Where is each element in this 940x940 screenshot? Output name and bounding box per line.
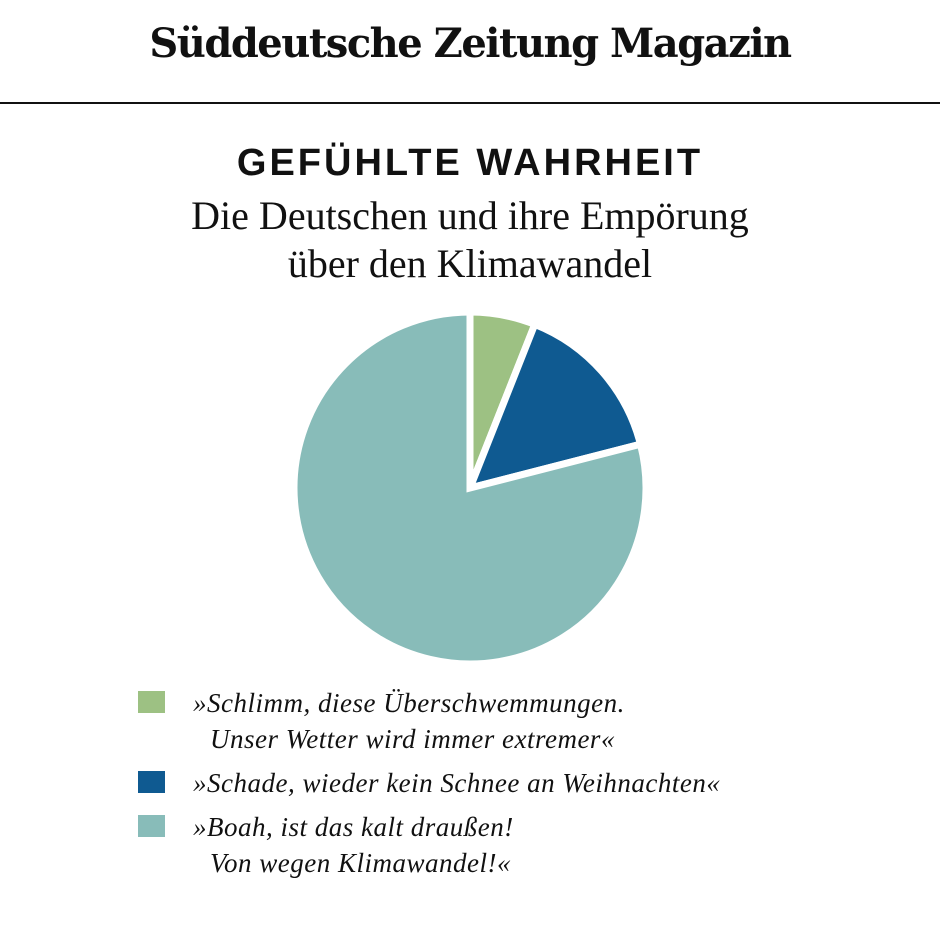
chart-title: GEFÜHLTE WAHRHEIT [236, 142, 704, 184]
legend-swatch [138, 815, 165, 837]
legend-label: »Boah, ist das kalt draußen! Von wegen K… [193, 812, 514, 878]
legend-label: »Schade, wieder kein Schnee an Weihnacht… [193, 768, 721, 798]
legend-swatch [138, 771, 165, 793]
legend-label: »Schlimm, diese Überschwemmungen. Unser … [193, 688, 625, 754]
masthead: Süddeutsche Zeitung Magazin [149, 20, 792, 67]
chart-subtitle: Die Deutschen und ihre Empörung über den… [191, 193, 749, 286]
pie-slice [290, 308, 650, 668]
header-rule [0, 102, 940, 104]
pie-slice [464, 319, 645, 494]
legend-swatch [138, 691, 165, 713]
